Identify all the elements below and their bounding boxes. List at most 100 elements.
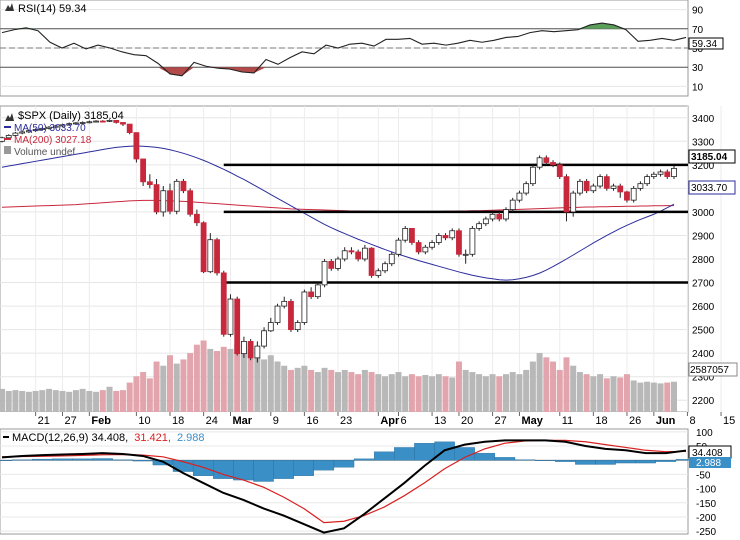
candle-body [415, 242, 422, 253]
volume-bar [583, 374, 590, 412]
macd-histogram-bar [192, 460, 214, 476]
candle-body [402, 227, 409, 241]
price-y-tick-label: 2600 [692, 302, 715, 313]
price-y-tick-label: 2300 [692, 373, 715, 384]
volume-bar [597, 374, 604, 412]
candle-body [624, 191, 630, 201]
candle-body [395, 239, 402, 255]
volume-bar [644, 381, 651, 412]
candle-body [496, 213, 503, 220]
candle-body [657, 171, 664, 175]
volume-bar [650, 382, 657, 412]
macd-histogram-bar [555, 460, 576, 462]
hist-value-box [689, 457, 731, 468]
candle-body [32, 129, 39, 132]
candle-body [261, 330, 267, 347]
macd-y-axis: 100500-50-100-150-200-250 [696, 428, 716, 538]
candle-body [167, 190, 173, 212]
volume-bar [294, 367, 301, 412]
volume-bar [25, 391, 32, 412]
candle-body [570, 192, 577, 213]
volume-bar [5, 390, 12, 412]
rsi-panel: 9070503010 RSI(14) 59.34 [0, 0, 704, 97]
candle-body [274, 305, 281, 323]
macd-histogram-bar [52, 458, 73, 461]
volume-bar [254, 357, 261, 412]
candle-body [46, 126, 52, 129]
price-y-tick-label: 3300 [692, 137, 715, 148]
volume-bar [19, 390, 26, 412]
candle-body [449, 230, 456, 239]
volume-bar [469, 372, 476, 412]
date-tick-label: 27 [495, 415, 507, 427]
volume-bar [113, 390, 120, 412]
candle-body [529, 166, 536, 185]
candle-body [556, 164, 563, 178]
volume-bar [99, 390, 106, 412]
candle-body [59, 124, 66, 127]
macd-histogram-bar [353, 458, 375, 461]
macd-histogram-bar [0, 460, 13, 461]
rsi-value-label: 59.34 [692, 39, 717, 50]
macd-histogram-bar [514, 459, 536, 461]
macd-histogram-bar [635, 460, 656, 464]
candle-body [180, 180, 187, 192]
volume-bar [361, 369, 368, 412]
ma200-legend-label: MA(200) 3027.18 [14, 135, 92, 146]
rsi-y-tick-label: 30 [692, 63, 704, 74]
volume-value-label: 2587057 [690, 365, 729, 376]
volume-bar [126, 382, 133, 412]
volume-bar [12, 390, 19, 412]
candle-body [664, 171, 671, 178]
date-tick-label: Mar [232, 415, 252, 427]
volume-bar [664, 382, 671, 412]
volume-bar [0, 388, 5, 412]
macd-histogram-bar [374, 451, 395, 461]
volume-bar [146, 378, 153, 412]
price-panel: 3400330032003100300029002800270026002500… [0, 105, 738, 413]
volume-bar [214, 351, 221, 412]
volume-bar [630, 380, 637, 412]
volume-bar [59, 390, 66, 412]
ma50-line [1, 145, 675, 281]
candle-body [52, 125, 59, 128]
candle-body [193, 213, 200, 224]
candle-body [523, 183, 530, 194]
candle-body [140, 158, 147, 183]
rsi-y-tick-label: 10 [692, 82, 704, 93]
candle-body [597, 176, 603, 187]
macd-histogram-bar [333, 460, 355, 468]
volume-bar [429, 376, 436, 412]
candle-body [187, 190, 194, 215]
candle-body [543, 157, 550, 163]
candle-body [126, 123, 133, 133]
macd-histogram-bar [132, 460, 154, 462]
chart-icon [5, 3, 14, 11]
macd-histogram-bar [112, 459, 133, 461]
macd-histogram-bar [253, 460, 274, 482]
volume-bar [227, 348, 234, 412]
volume-bar [529, 361, 536, 412]
macd-value-label: 34.408 [692, 448, 723, 459]
histogram-legend-label: 2.988 [177, 432, 205, 444]
candle-body [12, 132, 19, 136]
volume-bar [321, 367, 328, 412]
volume-bar [106, 386, 113, 412]
macd-histogram-bar [414, 443, 435, 461]
candle-body [671, 167, 677, 178]
volume-bar [274, 361, 281, 412]
date-tick-label: 15 [723, 415, 735, 427]
candle-body [516, 192, 523, 201]
candle-body [610, 185, 617, 189]
volume-bar [610, 376, 617, 412]
rsi-value-box [688, 37, 724, 50]
volume-bar [388, 374, 395, 412]
candle-body [120, 122, 126, 125]
volume-bar [657, 383, 664, 412]
macd-histogram-bar [575, 460, 596, 465]
candle-body [422, 246, 429, 253]
volume-bar [220, 346, 227, 412]
volume-bar [556, 369, 563, 412]
volume-bar [328, 369, 335, 412]
